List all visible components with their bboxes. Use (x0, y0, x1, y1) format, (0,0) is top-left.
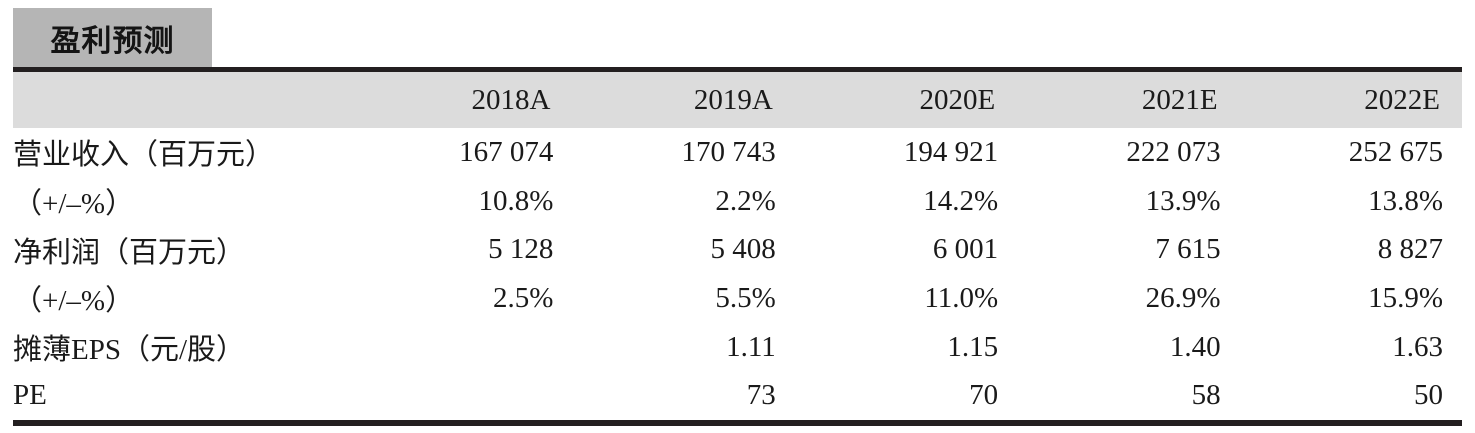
cell-value: 26.9% (1145, 281, 1221, 314)
forecast-table-wrap: 2018A 2019A 2020E 2021E 2022E 营业收入（百万元） … (13, 67, 1462, 427)
cell-value: 167 074 (459, 135, 554, 168)
table-row-revenue: 营业收入（百万元） 167 074 170 743 194 921 222 07… (13, 128, 1462, 177)
header-cell-2019A: 2019A (693, 83, 773, 116)
forecast-table: 2018A 2019A 2020E 2021E 2022E 营业收入（百万元） … (13, 72, 1462, 420)
cell-value: 15.9% (1368, 281, 1443, 314)
row-label: 净利润（百万元） (13, 236, 246, 269)
cell-value: 5 408 (710, 233, 776, 266)
table-row-diluted-eps: 摊薄EPS（元/股） 1.11 1.15 1.40 1.63 (13, 323, 1462, 372)
table-row-net-profit-growth: （+/–%） 2.5% 5.5% 11.0% 26.9% 15.9% (13, 274, 1462, 323)
header-cell-2022E: 2022E (1364, 83, 1440, 116)
cell-value: 14.2% (923, 184, 999, 217)
table-row-revenue-growth: （+/–%） 10.8% 2.2% 14.2% 13.9% 13.8% (13, 177, 1462, 226)
cell-value: 10.8% (478, 184, 554, 217)
header-cell-2018A: 2018A (471, 83, 551, 116)
cell-value: 1.15 (947, 330, 999, 363)
cell-value: 194 921 (903, 135, 999, 168)
cell-value: 170 743 (681, 135, 776, 168)
table-bottom-rule (13, 420, 1462, 427)
section-title-box: 盈利预测 (13, 8, 212, 67)
cell-value: 2.2% (715, 184, 776, 217)
cell-value (350, 371, 572, 420)
cell-value: 13.9% (1145, 184, 1221, 217)
table-row-net-profit: 净利润（百万元） 5 128 5 408 6 001 7 615 8 827 (13, 225, 1462, 274)
cell-value: 11.0% (924, 281, 999, 314)
cell-value: 1.63 (1392, 330, 1443, 363)
cell-value: 7 615 (1155, 233, 1221, 266)
cell-value: 5.5% (715, 281, 776, 314)
cell-value: 50 (1414, 379, 1443, 412)
cell-value: 252 675 (1348, 135, 1443, 168)
cell-value: 73 (746, 379, 776, 412)
section-title: 盈利预测 (50, 24, 175, 58)
cell-value: 1.11 (726, 330, 776, 363)
row-label: 营业收入（百万元） (13, 139, 275, 172)
header-cell-2020E: 2020E (919, 83, 996, 116)
header-cell-2021E: 2021E (1141, 83, 1218, 116)
cell-value (350, 323, 572, 372)
cell-value: 222 073 (1126, 135, 1221, 168)
cell-value: 1.40 (1169, 330, 1221, 363)
cell-value: 13.8% (1368, 184, 1443, 217)
row-label: （+/–%） (13, 285, 135, 318)
cell-value: 70 (969, 379, 999, 412)
table-row-pe: PE 73 70 58 50 (13, 371, 1462, 420)
header-cell-blank (13, 72, 350, 128)
cell-value: 58 (1191, 379, 1221, 412)
table-top-rule (13, 67, 1462, 72)
row-label: 摊薄EPS（元/股） (13, 334, 246, 367)
cell-value: 8 827 (1377, 233, 1443, 266)
row-label: PE (13, 379, 47, 412)
cell-value: 2.5% (492, 281, 554, 314)
header-row: 2018A 2019A 2020E 2021E 2022E (13, 72, 1462, 128)
row-label: （+/–%） (13, 188, 135, 221)
cell-value: 5 128 (488, 233, 554, 266)
cell-value: 6 001 (932, 233, 999, 266)
